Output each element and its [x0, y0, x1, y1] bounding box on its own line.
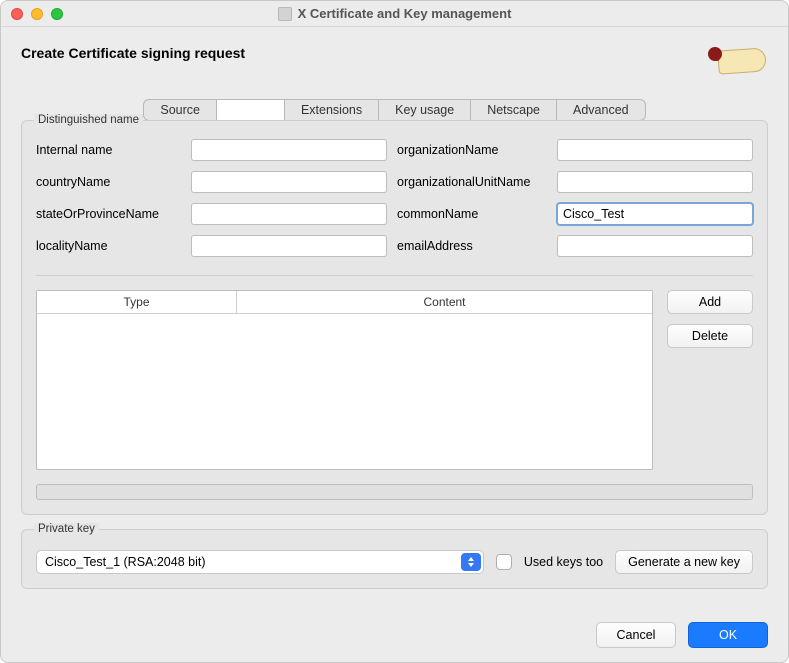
common-name-label: commonName — [397, 207, 547, 221]
table-buttons: Add Delete — [667, 290, 753, 470]
pk-row: Cisco_Test_1 (RSA:2048 bit) Used keys to… — [36, 550, 753, 574]
table-body — [37, 314, 652, 469]
private-key-group: Private key Cisco_Test_1 (RSA:2048 bit) … — [21, 529, 768, 589]
organization-name-input[interactable] — [557, 139, 753, 161]
certificate-icon — [278, 7, 292, 21]
page-title: Create Certificate signing request — [21, 45, 245, 61]
tab-advanced[interactable]: Advanced — [557, 100, 645, 120]
content-area: Create Certificate signing request Sourc… — [1, 27, 788, 662]
tab-netscape[interactable]: Netscape — [471, 100, 557, 120]
organizational-unit-name-input[interactable] — [557, 171, 753, 193]
country-name-label: countryName — [36, 175, 181, 189]
header-row: Create Certificate signing request — [21, 45, 768, 77]
delete-button[interactable]: Delete — [667, 324, 753, 348]
extra-attributes-table[interactable]: Type Content — [36, 290, 653, 470]
tab-extensions[interactable]: Extensions — [285, 100, 379, 120]
private-key-select[interactable]: Cisco_Test_1 (RSA:2048 bit) — [36, 550, 484, 574]
column-type: Type — [37, 291, 237, 313]
window-title: X Certificate and Key management — [1, 6, 788, 21]
titlebar: X Certificate and Key management — [1, 1, 788, 27]
state-or-province-name-input[interactable] — [191, 203, 387, 225]
state-or-province-name-label: stateOrProvinceName — [36, 207, 181, 221]
add-button[interactable]: Add — [667, 290, 753, 314]
email-address-label: emailAddress — [397, 239, 547, 253]
window-title-text: X Certificate and Key management — [298, 6, 512, 21]
dialog-footer: Cancel OK — [21, 604, 768, 648]
column-content: Content — [237, 291, 652, 313]
pk-legend: Private key — [34, 523, 99, 535]
tab-selected-blank[interactable] — [217, 100, 285, 120]
locality-name-input[interactable] — [191, 235, 387, 257]
internal-name-label: Internal name — [36, 143, 181, 157]
tab-key-usage[interactable]: Key usage — [379, 100, 471, 120]
tabbar: Source Extensions Key usage Netscape Adv… — [143, 99, 645, 121]
distinguished-name-group: Distinguished name Internal name organiz… — [21, 120, 768, 515]
email-address-input[interactable] — [557, 235, 753, 257]
ok-button[interactable]: OK — [688, 622, 768, 648]
xca-logo — [708, 45, 768, 77]
cancel-button[interactable]: Cancel — [596, 622, 676, 648]
internal-name-input[interactable] — [191, 139, 387, 161]
tab-source[interactable]: Source — [144, 100, 217, 120]
progress-bar — [36, 484, 753, 500]
private-key-selected-text: Cisco_Test_1 (RSA:2048 bit) — [45, 555, 206, 569]
used-keys-label: Used keys too — [524, 555, 603, 569]
organizational-unit-name-label: organizationalUnitName — [397, 175, 547, 189]
table-header: Type Content — [37, 291, 652, 314]
organization-name-label: organizationName — [397, 143, 547, 157]
dn-legend: Distinguished name — [34, 114, 143, 126]
select-stepper-icon — [461, 553, 481, 571]
dn-grid: Internal name organizationName countryNa… — [36, 139, 753, 257]
extra-attributes-section: Type Content Add Delete — [36, 275, 753, 470]
window: X Certificate and Key management Create … — [0, 0, 789, 663]
generate-key-button[interactable]: Generate a new key — [615, 550, 753, 574]
locality-name-label: localityName — [36, 239, 181, 253]
country-name-input[interactable] — [191, 171, 387, 193]
common-name-input[interactable] — [557, 203, 753, 225]
used-keys-checkbox[interactable] — [496, 554, 512, 570]
